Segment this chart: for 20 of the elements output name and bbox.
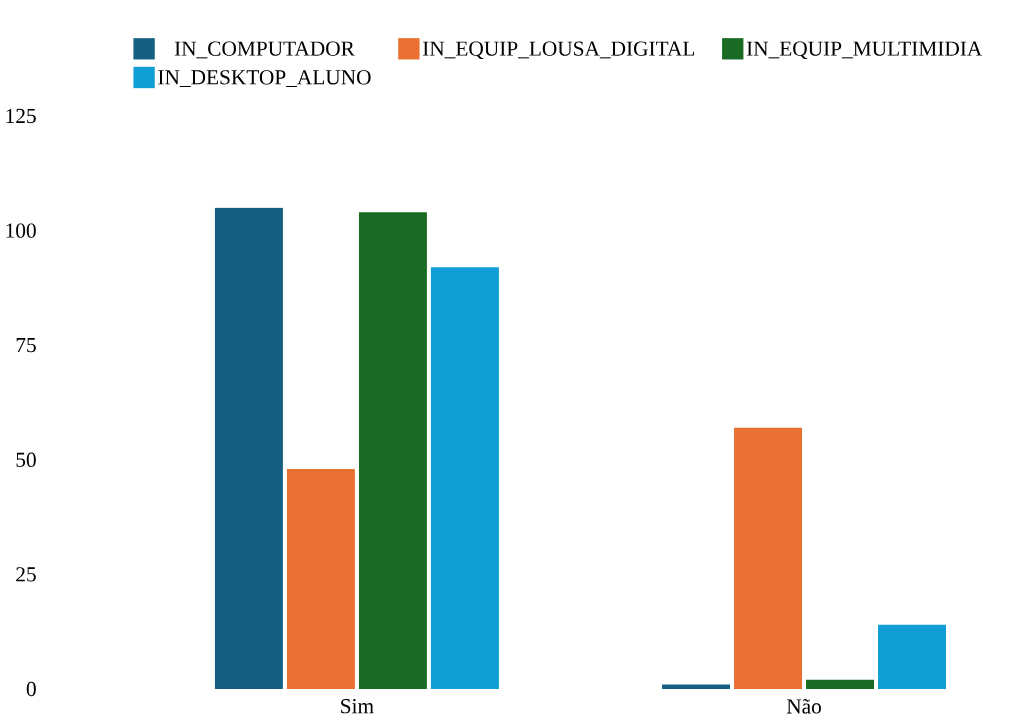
- y-tick-label: 75: [16, 338, 36, 353]
- bar: [214, 207, 283, 689]
- bar: [430, 267, 499, 689]
- bar: [662, 684, 731, 689]
- x-tick-label: Não: [786, 699, 821, 714]
- legend-label: IN_EQUIP_LOUSA_DIGITAL: [422, 41, 695, 60]
- y-tick-label: 100: [6, 223, 36, 238]
- y-tick-label: 50: [16, 452, 36, 467]
- bar: [286, 468, 355, 689]
- y-tick-label: 125: [6, 108, 36, 124]
- y-tick-label: 0: [26, 681, 36, 697]
- bar: [806, 679, 875, 689]
- legend-label: IN_EQUIP_MULTIMIDIA: [746, 41, 983, 60]
- y-tick-label: 25: [16, 567, 36, 582]
- legend-label: IN_COMPUTADOR: [174, 41, 355, 59]
- bar: [878, 624, 947, 689]
- bar: [358, 212, 427, 689]
- legend-label: IN_DESKTOP_ALUNO: [158, 70, 371, 88]
- x-tick-label: Sim: [341, 699, 374, 714]
- bar: [734, 427, 803, 689]
